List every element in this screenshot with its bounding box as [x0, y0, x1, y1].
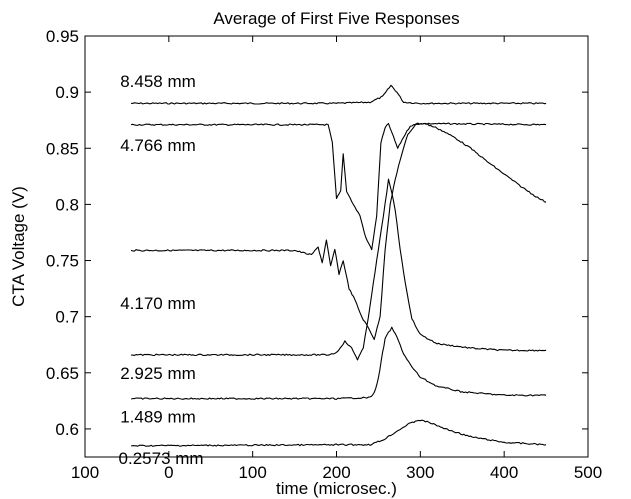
trace-line [130, 122, 547, 251]
chart-title: Average of First Five Responses [213, 9, 459, 28]
trace-label: 4.170 mm [120, 294, 196, 313]
trace-label: 2.925 mm [120, 364, 196, 383]
trace-label: 8.458 mm [120, 72, 196, 91]
trace-line [131, 178, 547, 361]
x-tick-label: 0 [164, 463, 173, 482]
trace-line [130, 326, 547, 400]
trace-line [130, 419, 547, 447]
traces [130, 84, 547, 447]
y-tick-label: 0.85 [46, 139, 79, 158]
y-tick-label: 0.8 [55, 195, 79, 214]
y-tick-label: 0.6 [55, 420, 79, 439]
y-tick-label: 0.65 [46, 364, 79, 383]
x-tick-label: 500 [574, 463, 602, 482]
x-tick-label: 300 [406, 463, 434, 482]
trace-labels: 8.458 mm 4.766 mm 4.170 mm 2.925 mm 1.489 mm… [119, 72, 204, 468]
trace-line [130, 122, 547, 341]
trace-label: 4.766 mm [120, 136, 196, 155]
trace-label: 0.2573 mm [119, 449, 204, 468]
x-tick-label: 400 [490, 463, 518, 482]
y-axis: 0.6 0.65 0.7 0.75 0.8 0.85 0.9 0.95 [46, 27, 588, 439]
x-tick-label: 200 [322, 463, 350, 482]
x-axis: 100 0 100 200 300 400 500 [71, 36, 602, 482]
plot-frame [84, 35, 589, 458]
y-axis-label: CTA Voltage (V) [9, 186, 28, 307]
x-tick-label: 100 [71, 463, 99, 482]
x-axis-label: time (microsec.) [276, 479, 397, 498]
trace-label: 1.489 mm [120, 408, 196, 427]
x-tick-label: 100 [238, 463, 266, 482]
y-tick-label: 0.7 [55, 308, 79, 327]
trace-line [131, 84, 547, 105]
y-tick-label: 0.95 [46, 27, 79, 46]
y-tick-label: 0.75 [46, 252, 79, 271]
y-tick-label: 0.9 [55, 83, 79, 102]
